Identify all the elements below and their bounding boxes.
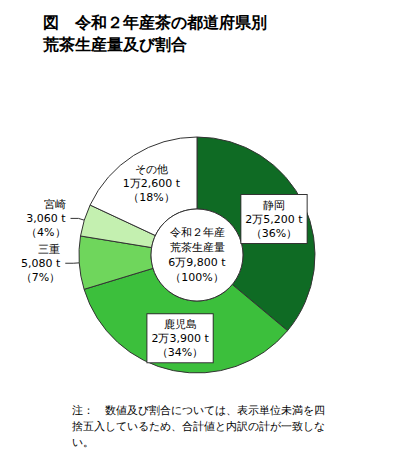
svg-text:鹿児島: 鹿児島	[164, 318, 197, 331]
svg-text:宮崎: 宮崎	[44, 198, 66, 211]
svg-text:3,060 t: 3,060 t	[26, 212, 66, 225]
svg-text:（7%）: （7%）	[21, 271, 60, 284]
svg-text:い。: い。	[72, 436, 94, 449]
svg-text:（4%）: （4%）	[26, 226, 65, 239]
svg-text:捨五入しているため、合計値と内訳の計が一致しな: 捨五入しているため、合計値と内訳の計が一致しな	[72, 420, 325, 433]
svg-text:荒茶生産量: 荒茶生産量	[170, 241, 225, 254]
svg-text:（34%）: （34%）	[157, 346, 203, 359]
svg-text:5,080 t: 5,080 t	[21, 257, 61, 270]
svg-text:1万2,600 t: 1万2,600 t	[123, 177, 181, 190]
svg-text:2万5,200 t: 2万5,200 t	[245, 213, 303, 226]
svg-text:（18%）: （18%）	[128, 191, 174, 204]
svg-text:図 令和２年産茶の都道府県別: 図 令和２年産茶の都道府県別	[43, 13, 267, 32]
svg-text:2万3,900 t: 2万3,900 t	[151, 332, 209, 345]
svg-text:静岡: 静岡	[263, 199, 285, 212]
svg-text:その他: その他	[135, 163, 168, 176]
svg-text:注： 数値及び割合については、表示単位未満を四: 注： 数値及び割合については、表示単位未満を四	[72, 404, 325, 417]
svg-text:荒茶生産量及び割合: 荒茶生産量及び割合	[42, 35, 187, 54]
svg-text:（36%）: （36%）	[251, 227, 297, 240]
svg-text:（100%）: （100%）	[170, 271, 223, 284]
svg-text:三重: 三重	[38, 243, 60, 256]
svg-text:6万9,800 t: 6万9,800 t	[168, 256, 226, 269]
svg-text:令和２年産: 令和２年産	[170, 226, 225, 239]
